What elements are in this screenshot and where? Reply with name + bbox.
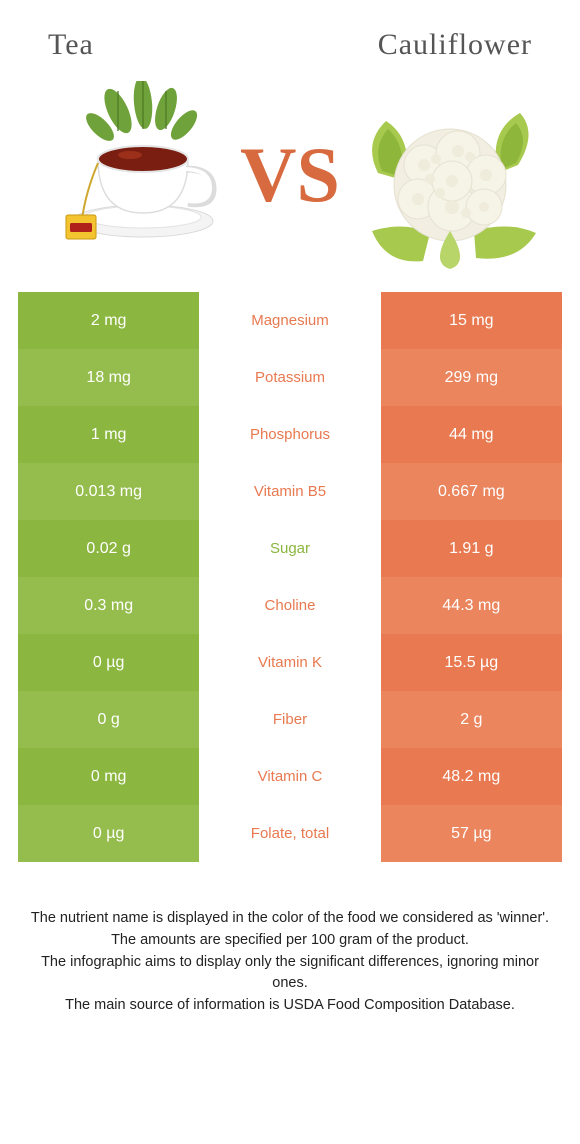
vs-label: VS — [240, 130, 340, 220]
table-row: 0 µgVitamin K15.5 µg — [18, 634, 562, 691]
right-value: 2 g — [381, 691, 562, 748]
table-row: 0 mgVitamin C48.2 mg — [18, 748, 562, 805]
table-row: 0 µgFolate, total57 µg — [18, 805, 562, 862]
right-food-title: Cauliflower — [378, 28, 532, 62]
right-value: 299 mg — [381, 349, 562, 406]
table-row: 0.02 gSugar1.91 g — [18, 520, 562, 577]
right-value: 48.2 mg — [381, 748, 562, 805]
nutrient-label: Folate, total — [199, 805, 380, 862]
table-row: 1 mgPhosphorus44 mg — [18, 406, 562, 463]
nutrient-label: Magnesium — [199, 292, 380, 349]
left-value: 2 mg — [18, 292, 199, 349]
left-value: 0.3 mg — [18, 577, 199, 634]
left-value: 0 g — [18, 691, 199, 748]
footer-line: The amounts are specified per 100 gram o… — [30, 930, 550, 952]
right-value: 15 mg — [381, 292, 562, 349]
nutrient-label: Vitamin C — [199, 748, 380, 805]
nutrient-label: Sugar — [199, 520, 380, 577]
nutrient-label: Fiber — [199, 691, 380, 748]
tea-image — [28, 85, 228, 265]
left-value: 1 mg — [18, 406, 199, 463]
right-value: 44.3 mg — [381, 577, 562, 634]
right-value: 0.667 mg — [381, 463, 562, 520]
left-value: 0.013 mg — [18, 463, 199, 520]
right-value: 44 mg — [381, 406, 562, 463]
right-value: 15.5 µg — [381, 634, 562, 691]
footer-line: The infographic aims to display only the… — [30, 952, 550, 996]
cauliflower-image — [352, 85, 552, 265]
footer-notes: The nutrient name is displayed in the co… — [0, 862, 580, 1017]
nutrient-label: Vitamin B5 — [199, 463, 380, 520]
footer-line: The nutrient name is displayed in the co… — [30, 908, 550, 930]
table-row: 0.3 mgCholine44.3 mg — [18, 577, 562, 634]
footer-line: The main source of information is USDA F… — [30, 995, 550, 1017]
images-row: VS — [0, 72, 580, 292]
left-food-title: Tea — [48, 28, 94, 62]
nutrient-label: Phosphorus — [199, 406, 380, 463]
left-value: 0.02 g — [18, 520, 199, 577]
right-value: 1.91 g — [381, 520, 562, 577]
left-value: 18 mg — [18, 349, 199, 406]
nutrient-label: Vitamin K — [199, 634, 380, 691]
table-row: 18 mgPotassium299 mg — [18, 349, 562, 406]
table-row: 0 gFiber2 g — [18, 691, 562, 748]
table-row: 2 mgMagnesium15 mg — [18, 292, 562, 349]
header: Tea Cauliflower — [0, 0, 580, 72]
left-value: 0 µg — [18, 805, 199, 862]
comparison-table: 2 mgMagnesium15 mg18 mgPotassium299 mg1 … — [18, 292, 562, 862]
table-row: 0.013 mgVitamin B50.667 mg — [18, 463, 562, 520]
nutrient-label: Choline — [199, 577, 380, 634]
left-value: 0 mg — [18, 748, 199, 805]
nutrient-label: Potassium — [199, 349, 380, 406]
right-value: 57 µg — [381, 805, 562, 862]
left-value: 0 µg — [18, 634, 199, 691]
